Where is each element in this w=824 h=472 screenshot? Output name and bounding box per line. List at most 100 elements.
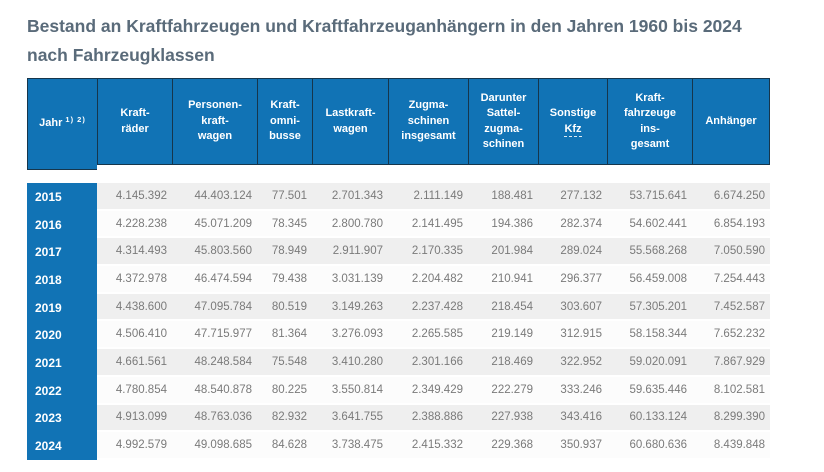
- cell-zugmaschinen-insgesamt: 2.301.166: [388, 349, 468, 377]
- column-header-label: Darunter Sattel- zugma- schinen: [480, 91, 527, 151]
- column-header-label: Sonstige Kfz: [549, 107, 597, 137]
- cell-kraftraeder: 4.992.579: [97, 432, 172, 460]
- column-header-label: Kraft- räder: [120, 107, 150, 135]
- table-row-2024: 2024 4.992.579 49.098.685 84.628 3.738.475 2.…: [27, 432, 824, 460]
- cell-zugmaschinen-insgesamt: 2.415.332: [388, 432, 468, 460]
- cell-anhaenger: 7.452.587: [692, 293, 770, 322]
- cell-kraftomnibusse: 82.932: [257, 404, 312, 433]
- cell-kraftraeder: 4.438.600: [97, 293, 172, 322]
- cell-lastkraftwagen: 3.550.814: [312, 376, 388, 405]
- cell-kraftfahrzeuge-insgesamt: 59.020.091: [607, 349, 692, 377]
- cell-personenkraftwagen: 49.098.685: [172, 432, 257, 460]
- cell-darunter-sattelzugmaschinen: 188.481: [468, 183, 538, 211]
- cell-anhaenger: 7.867.929: [692, 349, 770, 377]
- cell-lastkraftwagen: 2.800.780: [312, 210, 388, 239]
- cell-kraftraeder: 4.145.392: [97, 183, 172, 211]
- cell-anhaenger: 8.439.848: [692, 432, 770, 460]
- cell-kraftomnibusse: 78.949: [257, 238, 312, 267]
- cell-sonstige-kfz: 289.024: [538, 238, 607, 267]
- cell-zugmaschinen-insgesamt: 2.170.335: [388, 238, 468, 267]
- cell-anhaenger: 7.254.443: [692, 266, 770, 294]
- cell-sonstige-kfz: 312.915: [538, 321, 607, 350]
- cell-lastkraftwagen: 3.738.475: [312, 432, 388, 460]
- cell-kraftomnibusse: 78.345: [257, 210, 312, 239]
- cell-anhaenger: 8.299.390: [692, 404, 770, 433]
- column-header-label: Kraft- fahrzeuge ins- gesamt: [624, 91, 676, 151]
- cell-kraftomnibusse: 80.225: [257, 376, 312, 405]
- cell-zugmaschinen-insgesamt: 2.204.482: [388, 266, 468, 294]
- row-year-label: 2019: [27, 293, 97, 322]
- cell-kraftraeder: 4.913.099: [97, 404, 172, 433]
- cell-lastkraftwagen: 3.276.093: [312, 321, 388, 350]
- cell-darunter-sattelzugmaschinen: 222.279: [468, 376, 538, 405]
- table-row-2022: 2022 4.780.854 48.540.878 80.225 3.550.814 2.…: [27, 376, 824, 405]
- cell-darunter-sattelzugmaschinen: 194.386: [468, 210, 538, 239]
- cell-personenkraftwagen: 47.095.784: [172, 293, 257, 322]
- row-year-label: 2023: [27, 404, 97, 433]
- table-row-2015: 2015 4.145.392 44.403.124 77.501 2.701.343 2.…: [27, 183, 824, 211]
- cell-personenkraftwagen: 47.715.977: [172, 321, 257, 350]
- cell-sonstige-kfz: 282.374: [538, 210, 607, 239]
- cell-zugmaschinen-insgesamt: 2.388.886: [388, 404, 468, 433]
- vehicle-stock-table: Jahr 1) 2) Kraft- räder Personen- kraft- wa…: [27, 78, 824, 460]
- cell-darunter-sattelzugmaschinen: 218.469: [468, 349, 538, 377]
- cell-kraftfahrzeuge-insgesamt: 59.635.446: [607, 376, 692, 405]
- page-title: Bestand an Kraftfahrzeugen und Kraftfahr…: [27, 16, 742, 65]
- table-row-2019: 2019 4.438.600 47.095.784 80.519 3.149.263 2.…: [27, 293, 824, 322]
- row-year-label: 2018: [27, 266, 97, 294]
- cell-anhaenger: 7.050.590: [692, 238, 770, 267]
- abbr-kfz[interactable]: Kfz: [564, 122, 582, 137]
- row-year-label: 2022: [27, 376, 97, 405]
- cell-kraftraeder: 4.372.978: [97, 266, 172, 294]
- column-header-label: Anhänger: [705, 114, 757, 127]
- column-header-darunter-sattelzugmaschinen: Darunter Sattel- zugma- schinen: [468, 78, 538, 165]
- cell-darunter-sattelzugmaschinen: 218.454: [468, 293, 538, 322]
- row-year-label: 2015: [27, 183, 97, 211]
- cell-sonstige-kfz: 350.937: [538, 432, 607, 460]
- cell-kraftomnibusse: 80.519: [257, 293, 312, 322]
- cell-sonstige-kfz: 303.607: [538, 293, 607, 322]
- table-row-2018: 2018 4.372.978 46.474.594 79.438 3.031.139 2.…: [27, 266, 824, 294]
- table-body: 2015 4.145.392 44.403.124 77.501 2.701.343 2.…: [27, 183, 824, 460]
- column-header-label: Personen- kraft- wagen: [188, 99, 242, 143]
- table-row-2020: 2020 4.506.410 47.715.977 81.364 3.276.093 2.…: [27, 321, 824, 350]
- cell-zugmaschinen-insgesamt: 2.349.429: [388, 376, 468, 405]
- cell-anhaenger: 6.854.193: [692, 210, 770, 239]
- cell-sonstige-kfz: 343.416: [538, 404, 607, 433]
- cell-kraftfahrzeuge-insgesamt: 56.459.008: [607, 266, 692, 294]
- cell-sonstige-kfz: 277.132: [538, 183, 607, 211]
- cell-kraftfahrzeuge-insgesamt: 58.158.344: [607, 321, 692, 350]
- cell-anhaenger: 7.652.232: [692, 321, 770, 350]
- cell-kraftraeder: 4.314.493: [97, 238, 172, 267]
- row-year-label: 2024: [27, 432, 97, 460]
- cell-personenkraftwagen: 45.071.209: [172, 210, 257, 239]
- footnote-marker: 1) 2): [65, 115, 86, 125]
- cell-kraftomnibusse: 84.628: [257, 432, 312, 460]
- cell-sonstige-kfz: 322.952: [538, 349, 607, 377]
- cell-kraftfahrzeuge-insgesamt: 55.568.268: [607, 238, 692, 267]
- cell-lastkraftwagen: 3.149.263: [312, 293, 388, 322]
- cell-kraftraeder: 4.661.561: [97, 349, 172, 377]
- cell-personenkraftwagen: 48.540.878: [172, 376, 257, 405]
- statistic-page: Bestand an Kraftfahrzeugen und Kraftfahr…: [27, 16, 824, 460]
- cell-lastkraftwagen: 2.701.343: [312, 183, 388, 211]
- cell-darunter-sattelzugmaschinen: 219.149: [468, 321, 538, 350]
- cell-zugmaschinen-insgesamt: 2.237.428: [388, 293, 468, 322]
- cell-kraftraeder: 4.506.410: [97, 321, 172, 350]
- cell-personenkraftwagen: 45.803.560: [172, 238, 257, 267]
- table-row-2016: 2016 4.228.238 45.071.209 78.345 2.800.780 2.…: [27, 210, 824, 239]
- cell-anhaenger: 6.674.250: [692, 183, 770, 211]
- cell-darunter-sattelzugmaschinen: 229.368: [468, 432, 538, 460]
- cell-zugmaschinen-insgesamt: 2.141.495: [388, 210, 468, 239]
- cell-darunter-sattelzugmaschinen: 201.984: [468, 238, 538, 267]
- cell-kraftfahrzeuge-insgesamt: 53.715.641: [607, 183, 692, 211]
- cell-personenkraftwagen: 44.403.124: [172, 183, 257, 211]
- column-header-zugmaschinen-insgesamt: Zugma- schinen insgesamt: [388, 78, 468, 165]
- cell-kraftraeder: 4.780.854: [97, 376, 172, 405]
- row-year-label: 2016: [27, 210, 97, 239]
- cell-lastkraftwagen: 3.031.139: [312, 266, 388, 294]
- table-row-2017: 2017 4.314.493 45.803.560 78.949 2.911.907 2.…: [27, 238, 824, 267]
- cell-kraftfahrzeuge-insgesamt: 57.305.201: [607, 293, 692, 322]
- cell-kraftfahrzeuge-insgesamt: 54.602.441: [607, 210, 692, 239]
- column-header-kraftfahrzeuge-insgesamt: Kraft- fahrzeuge ins- gesamt: [607, 78, 692, 165]
